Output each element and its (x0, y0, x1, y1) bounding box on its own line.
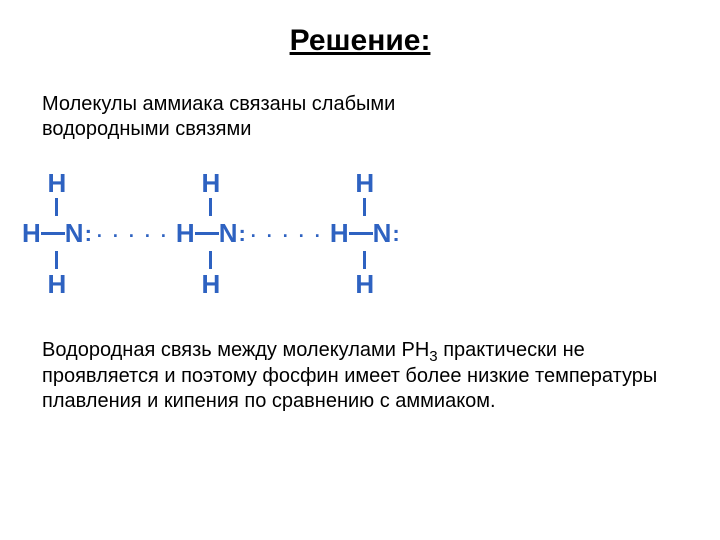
nh3-molecule: H H N : H (22, 170, 92, 297)
bond-vertical (55, 251, 58, 269)
h-atom: H (355, 168, 374, 199)
lone-pair: : (238, 221, 245, 247)
h-atom: H (201, 168, 220, 199)
lone-pair: : (392, 221, 399, 247)
h-atom: H (48, 168, 67, 199)
intro-line2: водородными связями (42, 118, 251, 140)
h-atom: H (22, 218, 41, 249)
intro-text: Молекулы аммиака связаны слабыми водород… (42, 92, 395, 142)
h-atom: H (48, 269, 67, 300)
page-title: Решение: (0, 0, 720, 58)
bond-vertical (363, 198, 366, 216)
h-atom: H (355, 269, 374, 300)
ammonia-hbond-diagram: H H N : H . . . . . H H N : H . . . . . … (22, 170, 400, 297)
h-atom: H (330, 218, 349, 249)
bond-horizontal (195, 232, 219, 235)
nh3-molecule: H H N : H (176, 170, 246, 297)
n-atom: N (219, 218, 238, 249)
lone-pair: : (85, 221, 92, 247)
hydrogen-bond-dots: . . . . . (95, 221, 173, 242)
n-atom: N (373, 218, 392, 249)
conclusion-subscript: 3 (429, 348, 437, 365)
nh3-molecule: H H N : H (330, 170, 400, 297)
hydrogen-bond-dots: . . . . . (249, 221, 327, 242)
bond-vertical (209, 198, 212, 216)
h-atom: H (201, 269, 220, 300)
conclusion-text: Водородная связь между молекулами PH3 пр… (42, 338, 692, 415)
n-atom: N (65, 218, 84, 249)
h-atom: H (176, 218, 195, 249)
bond-vertical (363, 251, 366, 269)
bond-vertical (55, 198, 58, 216)
conclusion-pre: Водородная связь между молекулами PH (42, 339, 429, 361)
intro-line1: Молекулы аммиака связаны слабыми (42, 93, 395, 115)
bond-vertical (209, 251, 212, 269)
bond-horizontal (41, 232, 65, 235)
bond-horizontal (349, 232, 373, 235)
